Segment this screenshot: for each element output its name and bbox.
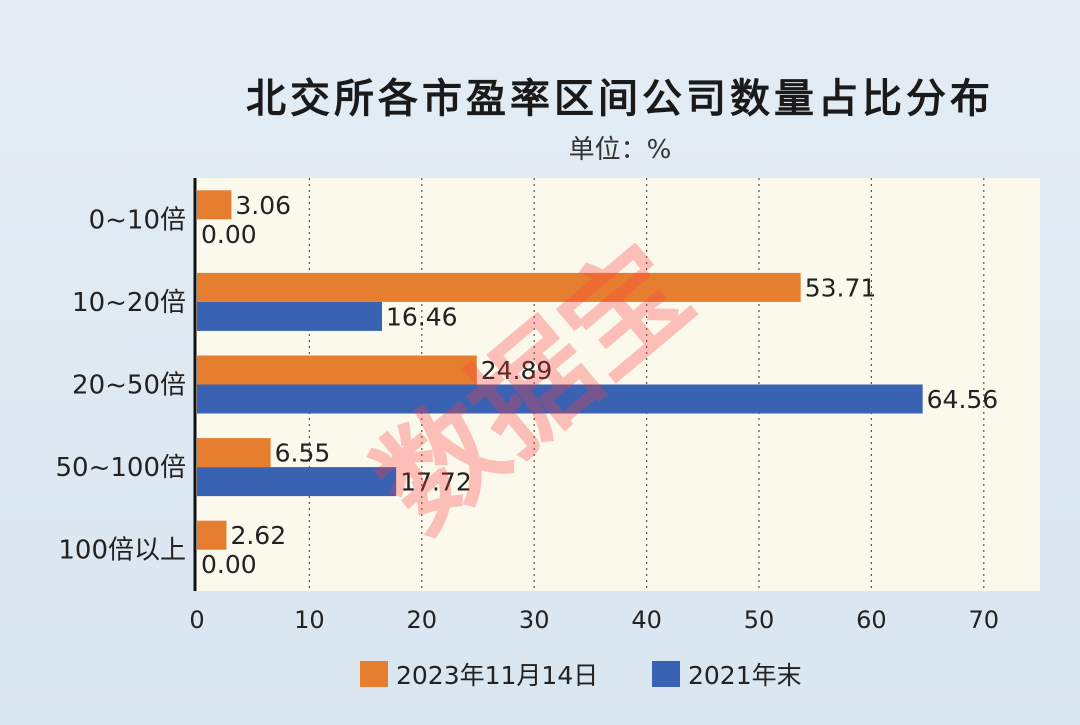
x-tick-label: 70	[969, 606, 1000, 634]
unit-label: 单位：%	[569, 135, 672, 165]
chart-title: 北交所各市盈率区间公司数量占比分布	[246, 76, 994, 122]
legend-swatch	[652, 661, 680, 687]
bar	[197, 384, 923, 414]
x-tick-label: 0	[189, 606, 204, 634]
bar	[197, 190, 232, 220]
value-label: 2.62	[230, 521, 286, 550]
value-label: 53.71	[805, 273, 877, 302]
value-label: 3.06	[235, 191, 291, 220]
value-label: 6.55	[275, 439, 331, 468]
category-label: 0~10倍	[89, 205, 186, 235]
bar	[197, 272, 801, 302]
legend: 2023年11月14日 2021年末	[360, 661, 802, 690]
x-tick-label: 50	[744, 606, 775, 634]
category-labels: 0~10倍 10~20倍 20~50倍 50~100倍 100倍以上	[56, 205, 187, 565]
bar	[197, 438, 271, 468]
bar	[197, 520, 227, 550]
x-tick-label: 30	[519, 606, 550, 634]
value-label: 64.56	[927, 385, 999, 414]
bar	[197, 301, 383, 331]
legend-swatch	[360, 661, 388, 687]
value-label: 24.89	[481, 356, 553, 385]
x-axis-ticks: 0 10 20 30 40 50 60 70	[189, 606, 999, 634]
value-label: 0.00	[201, 550, 257, 579]
legend-label: 2021年末	[688, 661, 802, 690]
x-tick-label: 20	[407, 606, 438, 634]
category-label: 10~20倍	[72, 288, 186, 318]
value-label: 16.46	[386, 302, 458, 331]
value-label: 17.72	[400, 468, 472, 497]
category-label: 50~100倍	[56, 453, 187, 483]
value-labels: 3.060.0053.7116.4624.8964.566.5517.722.6…	[201, 191, 998, 579]
legend-label: 2023年11月14日	[396, 661, 598, 690]
category-label: 100倍以上	[58, 536, 186, 566]
bar	[197, 467, 397, 497]
x-tick-label: 10	[294, 606, 325, 634]
value-label: 0.00	[201, 220, 257, 249]
x-tick-label: 60	[856, 606, 887, 634]
x-tick-label: 40	[631, 606, 662, 634]
bar	[197, 355, 477, 385]
category-label: 20~50倍	[72, 371, 186, 401]
bars	[197, 190, 923, 550]
